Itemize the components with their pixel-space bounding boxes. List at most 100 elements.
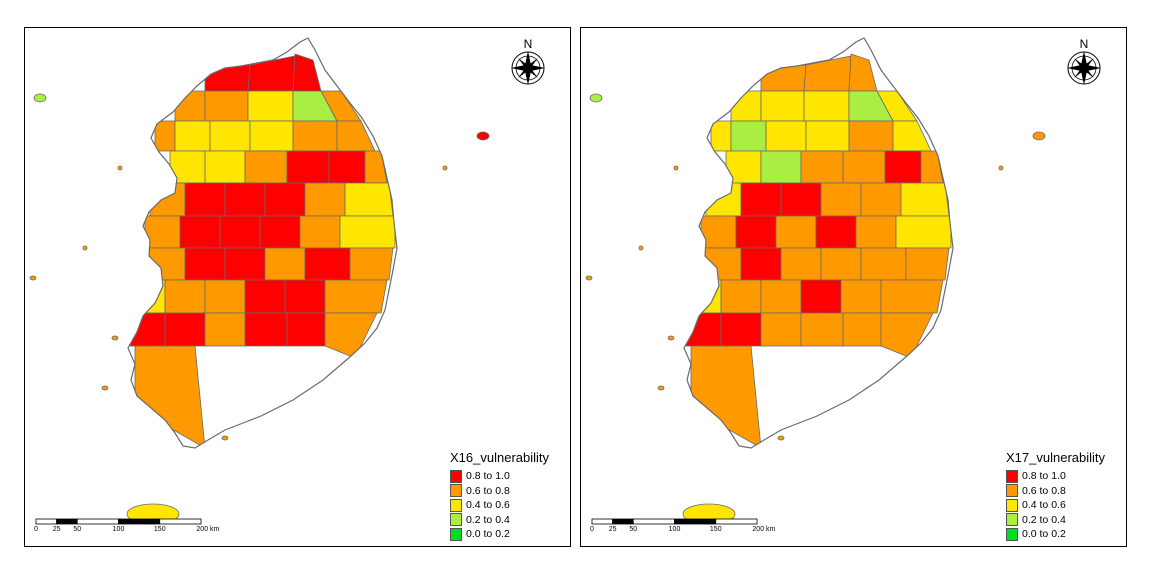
legend-item: 0.2 to 0.4 — [1006, 513, 1126, 528]
scale-segment — [118, 518, 161, 525]
islet — [111, 335, 119, 341]
legend-swatch — [1006, 469, 1018, 483]
legend-swatch — [450, 484, 462, 498]
korea-choropleth-map — [585, 37, 1046, 525]
regions-group — [128, 53, 396, 448]
district-region — [684, 312, 722, 347]
district-region — [304, 182, 346, 217]
district-region — [905, 247, 950, 281]
compass-rose-icon — [1067, 51, 1101, 85]
scale-tick-label: 0 — [590, 526, 594, 533]
islet — [221, 435, 229, 441]
district-region — [800, 150, 844, 184]
district-region — [848, 53, 878, 92]
legend-item: 0.2 to 0.4 — [450, 513, 570, 528]
north-label: N — [523, 37, 533, 51]
coastline — [683, 37, 954, 449]
district-region — [204, 150, 246, 184]
district-region — [184, 182, 226, 217]
district-region — [299, 215, 341, 249]
islet — [442, 165, 448, 171]
district-region — [286, 150, 330, 184]
scale-tick-label: 200 km — [196, 526, 220, 533]
district-region — [725, 150, 762, 184]
scale-segment — [159, 518, 202, 525]
islet — [638, 245, 644, 251]
legend-item: 0.8 to 1.0 — [1006, 469, 1126, 484]
islet — [589, 93, 603, 103]
legend-swatch — [450, 498, 462, 512]
district-region — [892, 120, 932, 152]
district-region — [803, 55, 852, 92]
scale-tick-label: 50 — [73, 526, 82, 533]
district-region — [920, 150, 944, 184]
legend-label: 0.6 to 0.8 — [1022, 484, 1066, 497]
legend-item: 0.0 to 0.2 — [450, 527, 570, 542]
district-region — [730, 120, 767, 152]
north-label: N — [1079, 37, 1089, 51]
district-region — [803, 90, 850, 122]
district-region — [760, 150, 802, 184]
scale-segment — [632, 518, 675, 525]
legend-swatch — [450, 469, 462, 483]
district-region — [805, 120, 850, 152]
district-region — [815, 215, 857, 249]
scale-bar: 0 25 50 100 150 200 km — [590, 518, 775, 538]
legend-label: 0.2 to 0.4 — [1022, 513, 1066, 526]
legend-item: 0.6 to 0.8 — [450, 484, 570, 499]
islet — [476, 131, 490, 141]
district-region — [760, 312, 802, 347]
legend-label: 0.4 to 0.6 — [1022, 499, 1066, 512]
map-legend: X16_vulnerability 0.8 to 1.0 0.6 to 0.8 … — [450, 450, 570, 542]
district-region — [204, 90, 249, 122]
district-region — [884, 150, 922, 184]
korea-choropleth-map — [29, 37, 490, 525]
district-region — [264, 247, 306, 281]
district-region — [128, 312, 166, 347]
district-region — [339, 215, 396, 249]
regions-group — [684, 53, 952, 448]
legend-item: 0.4 to 0.6 — [450, 498, 570, 513]
district-region — [848, 120, 894, 152]
scale-segment — [591, 518, 614, 525]
district-region — [224, 182, 266, 217]
district-region — [820, 182, 862, 217]
district-region — [880, 279, 944, 314]
district-region — [860, 182, 902, 217]
map-panel-x16: N X16_vulnerability 0.8 to 1.0 0.6 to 0.… — [24, 27, 571, 547]
district-region — [244, 312, 288, 347]
north-arrow: N — [508, 38, 548, 88]
district-region — [154, 120, 176, 152]
scale-tick-label: 25 — [608, 526, 617, 533]
district-region — [720, 312, 762, 347]
scale-tick-label: 150 — [709, 526, 722, 533]
map-panel-x17: N X17_vulnerability 0.8 to 1.0 0.6 to 0.… — [580, 27, 1127, 547]
scale-tick-label: 100 — [668, 526, 681, 533]
legend-swatch — [450, 527, 462, 541]
district-region — [730, 90, 762, 122]
district-region — [174, 90, 206, 122]
district-region — [219, 215, 261, 249]
district-region — [710, 120, 732, 152]
district-region — [800, 312, 844, 347]
legend-title: X16_vulnerability — [450, 450, 550, 465]
district-region — [284, 279, 326, 314]
district-region — [169, 150, 206, 184]
islet — [585, 275, 593, 281]
legend-label: 0.0 to 0.2 — [1022, 528, 1066, 541]
islet — [673, 165, 679, 171]
scale-segment — [56, 518, 78, 525]
district-region — [880, 312, 934, 359]
district-region — [324, 279, 388, 314]
district-region — [760, 64, 807, 92]
district-region — [820, 247, 862, 281]
district-region — [336, 120, 376, 152]
legend-label: 0.8 to 1.0 — [466, 470, 510, 483]
scale-segment — [674, 518, 717, 525]
district-region — [174, 120, 211, 152]
district-region — [247, 55, 296, 92]
district-region — [740, 247, 782, 281]
scale-tick-label: 100 — [112, 526, 125, 533]
scale-tick-label: 150 — [153, 526, 166, 533]
legend-label: 0.4 to 0.6 — [466, 499, 510, 512]
